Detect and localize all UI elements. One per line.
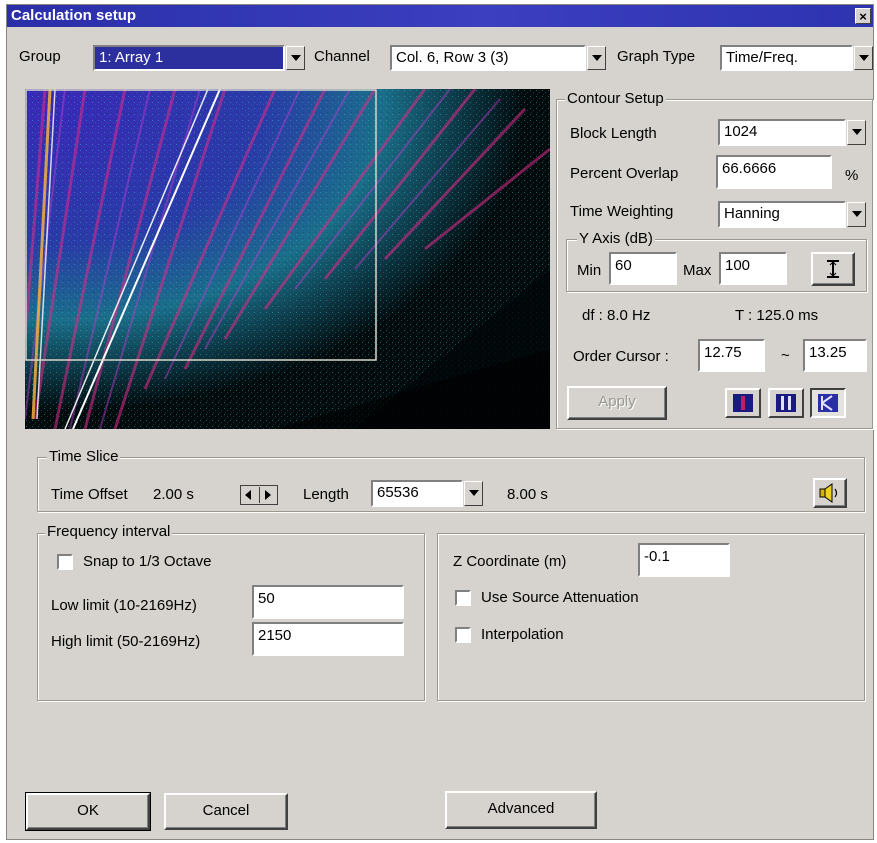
z-coordinate-input[interactable]: -0.1 [638,543,730,577]
percent-overlap-input[interactable]: 66.6666 [716,155,832,189]
view-mode-2-icon [776,394,796,412]
z-coordinate-label: Z Coordinate (m) [453,553,567,570]
order-cursor-separator: ~ [781,347,790,364]
time-offset-spinner[interactable] [240,485,278,505]
view-mode-3-icon [818,394,838,412]
order-cursor-to-input[interactable]: 13.25 [803,339,867,372]
arrow-right-icon[interactable] [265,490,271,500]
low-limit-label: Low limit (10-2169Hz) [51,597,197,614]
cancel-button[interactable]: Cancel [164,793,288,830]
speaker-icon [819,483,838,503]
chevron-down-icon[interactable] [464,481,483,506]
view-mode-1-icon [733,394,753,412]
frequency-interval-legend: Frequency interval [45,523,173,540]
advanced-button[interactable]: Advanced [445,791,597,829]
channel-select-value: Col. 6, Row 3 (3) [390,45,586,71]
ok-button[interactable]: OK [25,792,151,831]
contour-setup-legend: Contour Setup [565,90,666,107]
chevron-down-icon[interactable] [854,46,873,70]
y-max-label: Max [683,262,712,279]
z-options-group [437,533,865,701]
channel-label: Channel [314,48,370,65]
time-slice-legend: Time Slice [47,448,121,465]
spectrogram-plot[interactable] [25,89,550,429]
y-max-input[interactable]: 100 [719,252,787,285]
time-weighting-select[interactable]: Hanning [718,201,866,228]
graph-type-select[interactable]: Time/Freq. [720,45,873,71]
y-min-label: Min [577,262,602,279]
spinner-divider [259,487,260,503]
low-limit-input[interactable]: 50 [252,585,404,619]
chevron-down-icon[interactable] [286,46,305,70]
block-length-select[interactable]: 1024 [718,119,866,146]
y-min-input[interactable]: 60 [609,252,677,285]
block-length-value: 1024 [718,119,846,146]
time-weighting-value: Hanning [718,201,846,228]
spectrogram-canvas [25,89,550,429]
high-limit-label: High limit (50-2169Hz) [51,633,201,650]
length-label: Length [303,486,349,503]
block-length-label: Block Length [570,125,657,142]
graph-type-select-value: Time/Freq. [720,45,853,71]
chevron-down-icon[interactable] [847,202,866,227]
y-axis-group [566,239,867,292]
snap-octave-checkbox[interactable] [57,554,73,570]
view-mode-1-button[interactable] [725,388,761,418]
group-select-value: 1: Array 1 [93,45,285,71]
snap-octave-label: Snap to 1/3 Octave [83,553,212,570]
y-axis-legend: Y Axis (dB) [577,230,655,247]
play-sound-button[interactable] [813,478,847,508]
group-select[interactable]: 1: Array 1 [93,45,305,71]
group-label: Group [19,48,61,65]
apply-button[interactable]: Apply [567,386,667,420]
view-mode-3-button[interactable] [810,388,846,418]
time-weighting-label: Time Weighting [570,203,674,220]
chevron-down-icon[interactable] [587,46,606,70]
time-slice-group [37,457,865,512]
calculation-setup-window: Calculation setup × Group 1: Array 1 Cha… [6,4,874,840]
df-readout: df : 8.0 Hz [582,307,651,324]
length-value: 65536 [371,480,463,507]
y-range-icon [827,260,839,278]
title-bar: Calculation setup × [7,5,873,27]
frequency-interval-group [37,533,425,701]
channel-select[interactable]: Col. 6, Row 3 (3) [390,45,606,71]
percent-overlap-label: Percent Overlap [570,165,679,182]
y-range-button[interactable] [811,252,855,286]
contour-setup-group [556,99,873,429]
view-mode-2-button[interactable] [768,388,804,418]
slice-duration: 8.00 s [507,486,548,503]
source-attenuation-checkbox[interactable] [455,590,471,606]
time-offset-label: Time Offset [51,486,128,503]
high-limit-input[interactable]: 2150 [252,622,404,656]
t-readout: T : 125.0 ms [735,307,819,324]
order-cursor-label: Order Cursor : [573,348,669,365]
percent-unit: % [845,167,859,184]
interpolation-checkbox[interactable] [455,627,471,643]
window-title: Calculation setup [11,7,137,24]
order-cursor-from-input[interactable]: 12.75 [698,339,765,372]
graph-type-label: Graph Type [617,48,696,65]
length-select[interactable]: 65536 [371,480,483,507]
arrow-left-icon[interactable] [245,490,251,500]
chevron-down-icon[interactable] [847,120,866,145]
close-icon[interactable]: × [855,8,871,24]
source-attenuation-label: Use Source Attenuation [481,589,639,606]
interpolation-label: Interpolation [481,626,564,643]
time-offset-value: 2.00 s [153,486,194,503]
